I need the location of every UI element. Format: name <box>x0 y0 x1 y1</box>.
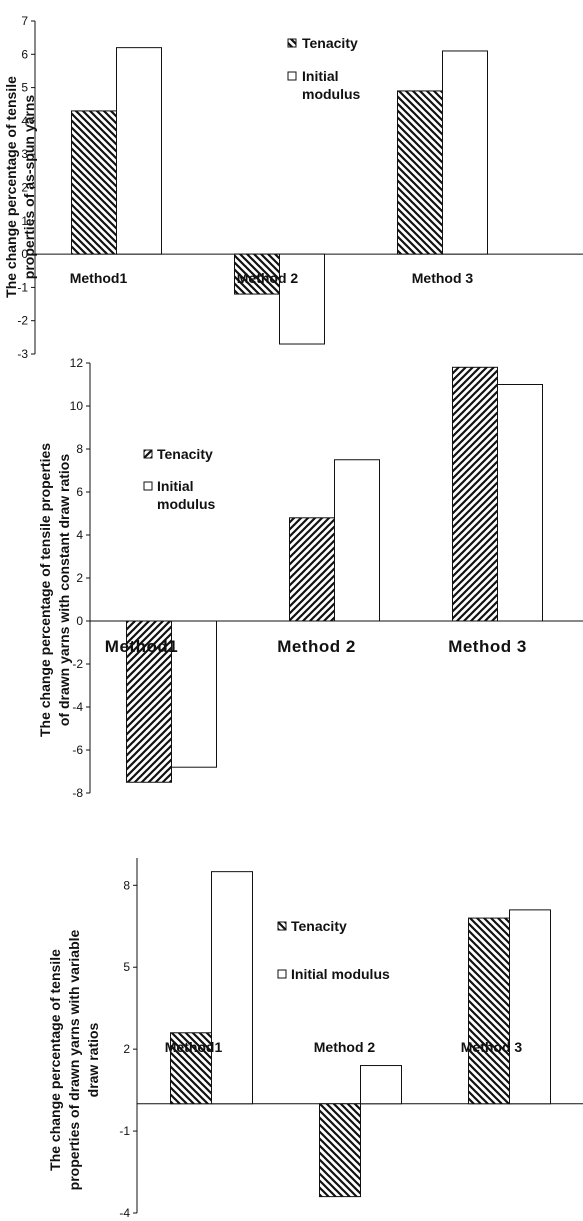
y-tick-label: 5 <box>123 960 130 974</box>
bar-tenacity-3 <box>397 90 443 255</box>
bar-tenacity-2 <box>319 1103 361 1198</box>
y-tick-label: -4 <box>119 1206 130 1220</box>
y-tick-label: -4 <box>72 700 83 714</box>
category-label: Method1 <box>70 270 128 286</box>
category-label: Method1 <box>105 637 178 656</box>
y-tick-label: 8 <box>123 878 130 892</box>
legend-label: Tenacity <box>291 918 347 934</box>
bar-initial-modulus-1 <box>171 620 217 768</box>
category-label: Method 2 <box>237 270 299 286</box>
y-tick-label: 10 <box>70 399 84 413</box>
y-tick-label: 6 <box>21 47 28 61</box>
legend-label: modulus <box>157 496 216 512</box>
legend: Tenacity Initial modulus <box>143 446 216 512</box>
y-tick-label: 2 <box>21 181 28 195</box>
legend-label: Initial modulus <box>291 966 390 982</box>
y-tick-label: -1 <box>17 280 28 294</box>
y-tick-label: 4 <box>21 114 28 128</box>
y-tick-label: 5 <box>21 81 28 95</box>
legend: Tenacity Initial modulus <box>277 918 390 982</box>
y-tick-label: 8 <box>76 442 83 456</box>
legend-swatch <box>287 71 297 81</box>
y-tick-label: 0 <box>76 614 83 628</box>
legend-swatch <box>143 449 153 459</box>
legend-swatch <box>277 921 287 931</box>
category-label: Method1 <box>165 1039 223 1055</box>
bar-tenacity-1 <box>71 110 117 255</box>
y-tick-label: 12 <box>70 356 84 370</box>
legend: Tenacity Initial modulus <box>287 35 361 102</box>
y-tick-label: -2 <box>17 314 28 328</box>
bar-initial-modulus-3 <box>509 909 551 1105</box>
bar-initial-modulus-3 <box>497 384 543 622</box>
y-tick-label: 2 <box>76 571 83 585</box>
bar-initial-modulus-3 <box>442 50 488 255</box>
y-tick-label: -1 <box>119 1124 130 1138</box>
category-label: Method 3 <box>448 637 527 656</box>
y-tick-label: -6 <box>72 743 83 757</box>
bar-initial-modulus-2 <box>360 1065 402 1105</box>
y-axis-label: The change percentage of tensile <box>47 949 63 1171</box>
legend-swatch <box>143 481 153 491</box>
y-tick-label: 7 <box>21 14 28 28</box>
bar-initial-modulus-1 <box>211 871 253 1105</box>
chart-drawn-yarns-constant-ratio: -8 -6 -4 -2 0 2 4 6 8 10 12 Method1 Method 2 Method 3… <box>37 356 583 800</box>
y-axis-label: draw ratios <box>85 1022 101 1097</box>
legend-label: Initial <box>302 68 339 84</box>
y-tick-label: -8 <box>72 786 83 800</box>
bar-initial-modulus-2 <box>279 253 325 345</box>
y-tick-label: 0 <box>21 247 28 261</box>
category-label: Method 3 <box>461 1039 523 1055</box>
y-axis-label: properties of as-spun yarns <box>21 95 37 280</box>
bar-initial-modulus-2 <box>334 459 380 622</box>
bar-tenacity-3 <box>452 366 498 622</box>
y-axis-label: The change percentage of tensile <box>3 76 19 298</box>
y-tick-label: 1 <box>21 214 28 228</box>
y-tick-label: -3 <box>17 347 28 361</box>
y-tick-label: 2 <box>123 1042 130 1056</box>
legend-label: Initial <box>157 478 194 494</box>
bar-tenacity-2 <box>289 517 335 622</box>
category-label: Method 2 <box>277 637 356 656</box>
legend-label: modulus <box>302 86 361 102</box>
y-axis-label: of drawn yarns with constant draw ratios <box>56 454 72 726</box>
y-tick-label: -2 <box>72 657 83 671</box>
y-axis-label: properties of drawn yarns with variable <box>66 929 82 1190</box>
y-axis-label: The change percentage of tensile propert… <box>37 443 53 737</box>
bar-tenacity-3 <box>468 917 510 1105</box>
legend-swatch <box>277 969 287 979</box>
y-tick-label: 6 <box>76 485 83 499</box>
category-label: Method 2 <box>314 1039 376 1055</box>
chart-drawn-yarns-variable-ratio: -4 -1 2 5 8 Method1 Method 2 Method 3 Tenacity In… <box>47 858 583 1220</box>
legend-label: Tenacity <box>157 446 213 462</box>
bar-initial-modulus-1 <box>116 47 162 255</box>
y-tick-label: 4 <box>76 528 83 542</box>
bar-tenacity-1 <box>126 620 172 783</box>
legend-label: Tenacity <box>302 35 358 51</box>
bar-tenacity-2 <box>234 253 280 295</box>
chart-as-spun-yarns: -3 -2 -1 0 1 2 3 4 5 6 7 Method1 Method 2 Method 3 Ten… <box>3 14 583 361</box>
category-label: Method 3 <box>412 270 474 286</box>
bar-tenacity-1 <box>170 1032 212 1105</box>
y-tick-label: 3 <box>21 147 28 161</box>
legend-swatch <box>287 38 297 48</box>
